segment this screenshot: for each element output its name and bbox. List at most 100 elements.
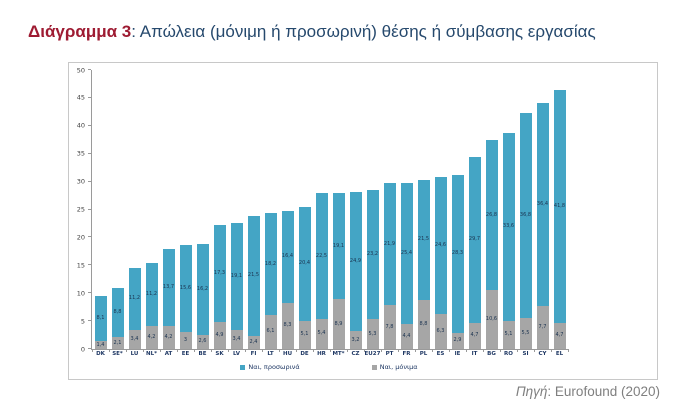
- x-tick-label: AT: [164, 351, 173, 357]
- y-tick-mark: [88, 320, 91, 322]
- bar-AT: 13,7 4,2 AT: [160, 70, 177, 357]
- bar-value-label: 7,8: [385, 323, 394, 330]
- bar-segment-permanent: 8,9: [332, 299, 345, 349]
- y-tick-mark: [88, 208, 91, 210]
- bar-value-label: 24,9: [349, 258, 362, 265]
- bar-segment-permanent: 4,7: [468, 322, 481, 349]
- bar-value-label: 10,6: [485, 315, 498, 322]
- bar-value-label: 25,4: [400, 250, 413, 257]
- bar-segment-temporary: 28,3: [451, 174, 464, 333]
- bar-segment-temporary: 41,8: [553, 89, 566, 323]
- x-tick-label: SI: [522, 351, 529, 357]
- bar-segment-permanent: 8,3: [281, 302, 294, 349]
- bar-IE: 28,3 2,9 IE: [449, 70, 466, 357]
- x-tick-mark: [449, 349, 450, 352]
- bar-value-label: 4,7: [470, 332, 479, 339]
- x-tick-label: PL: [419, 351, 428, 357]
- bar-segment-temporary: 22,5: [315, 193, 328, 319]
- bar-value-label: 6,1: [266, 328, 275, 335]
- bar-segment-permanent: 3,2: [349, 331, 362, 349]
- x-tick-mark: [296, 349, 297, 352]
- bar-segment-permanent: 5,3: [366, 319, 379, 349]
- bar-segment-temporary: 25,4: [400, 182, 413, 325]
- x-tick-mark: [381, 349, 382, 352]
- bar-segment-temporary: 20,4: [298, 206, 311, 321]
- x-tick-label: SK: [215, 351, 224, 357]
- bar-value-label: 29,7: [468, 236, 481, 243]
- y-tick-label: 50: [76, 65, 85, 74]
- bar-value-label: 4,2: [147, 333, 156, 340]
- bar-segment-temporary: 13,7: [162, 249, 175, 326]
- x-tick-label: EU27: [364, 351, 381, 357]
- bar-value-label: 3: [183, 337, 188, 344]
- bar-value-label: 19,1: [332, 242, 345, 249]
- x-tick-label: FR: [402, 351, 411, 357]
- x-tick-label: EL: [555, 351, 564, 357]
- bar-segment-temporary: 11,2: [128, 267, 141, 331]
- bar-segment-permanent: 3,4: [128, 330, 141, 349]
- bar-SK: 17,3 4,9 SK: [211, 70, 228, 357]
- bar-value-label: 17,3: [213, 269, 226, 276]
- bar-value-label: 21,5: [417, 236, 430, 243]
- bar-PL: 21,5 8,8 PL: [415, 70, 432, 357]
- bar-segment-permanent: 4,2: [145, 325, 158, 349]
- x-tick-label: DE: [300, 351, 309, 357]
- y-tick-label: 10: [76, 288, 85, 297]
- x-tick-mark: [313, 349, 314, 352]
- y-tick-mark: [88, 236, 91, 238]
- figure-caption-number: Διάγραμμα 3: [28, 22, 132, 41]
- bar-value-label: 8,1: [96, 315, 105, 322]
- y-tick-label: 40: [76, 121, 85, 130]
- x-tick-label: EE: [181, 351, 190, 357]
- bar-segment-temporary: 8,1: [94, 296, 107, 342]
- bar-value-label: 16,4: [281, 253, 294, 260]
- y-tick-label: 45: [76, 93, 85, 102]
- y-tick-mark: [88, 96, 91, 98]
- legend-swatch-permanent: [371, 364, 377, 370]
- y-tick-mark: [88, 264, 91, 266]
- bar-segment-temporary: 33,6: [502, 133, 515, 321]
- bar-value-label: 8,9: [334, 320, 343, 327]
- y-tick-mark: [88, 152, 91, 154]
- bar-value-label: 3,4: [130, 336, 139, 343]
- bar-segment-permanent: 7,8: [383, 305, 396, 349]
- plot-area: 8,1 1,4 DK 8,8 2,1 SE* 11,2 3,4 LU 11,2 4,2 NL* 13,7…: [91, 70, 569, 357]
- bar-segment-temporary: 8,8: [111, 288, 124, 338]
- bar-LT: 18,2 6,1 LT: [262, 70, 279, 357]
- bar-segment-permanent: 2,4: [247, 335, 260, 349]
- bar-segment-permanent: 8,8: [417, 299, 430, 349]
- bar-value-label: 11,2: [145, 290, 158, 297]
- x-tick-mark: [398, 349, 399, 352]
- x-tick-mark: [568, 349, 569, 352]
- bar-segment-temporary: 24,9: [349, 192, 362, 332]
- y-tick-label: 35: [76, 149, 85, 158]
- x-tick-mark: [194, 349, 195, 352]
- bar-segment-permanent: 2,1: [111, 337, 124, 349]
- bar-segment-permanent: 4,7: [553, 322, 566, 349]
- bar-segment-permanent: 5,1: [502, 320, 515, 349]
- bar-PT: 21,9 7,8 PT: [381, 70, 398, 357]
- figure-caption-text: : Απώλεια (μόνιμη ή προσωρινή) θέσης ή σ…: [131, 22, 596, 41]
- source-note-label: Πηγή: [515, 384, 548, 399]
- bar-value-label: 4,9: [215, 331, 224, 338]
- bar-value-label: 5,3: [368, 330, 377, 337]
- x-tick-label: NL*: [146, 351, 157, 357]
- bar-NL*: 11,2 4,2 NL*: [143, 70, 160, 357]
- x-tick-mark: [211, 349, 212, 352]
- x-tick-label: FI: [250, 351, 257, 357]
- bar-value-label: 8,8: [113, 309, 122, 316]
- bar-IT: 29,7 4,7 IT: [466, 70, 483, 357]
- bar-segment-temporary: 24,6: [434, 176, 447, 314]
- bar-BE: 16,2 2,6 BE: [194, 70, 211, 357]
- bar-segment-temporary: 23,2: [366, 189, 379, 320]
- bar-value-label: 2,6: [198, 338, 207, 345]
- bar-segment-temporary: 21,5: [247, 215, 260, 336]
- x-tick-mark: [92, 349, 93, 352]
- bar-EU27: 23,2 5,3 EU27: [364, 70, 381, 357]
- bar-value-label: 21,9: [383, 240, 396, 247]
- x-tick-mark: [364, 349, 365, 352]
- bar-value-label: 11,2: [128, 295, 141, 302]
- bar-SE*: 8,8 2,1 SE*: [109, 70, 126, 357]
- bar-value-label: 33,6: [502, 223, 515, 230]
- bar-value-label: 20,4: [298, 260, 311, 267]
